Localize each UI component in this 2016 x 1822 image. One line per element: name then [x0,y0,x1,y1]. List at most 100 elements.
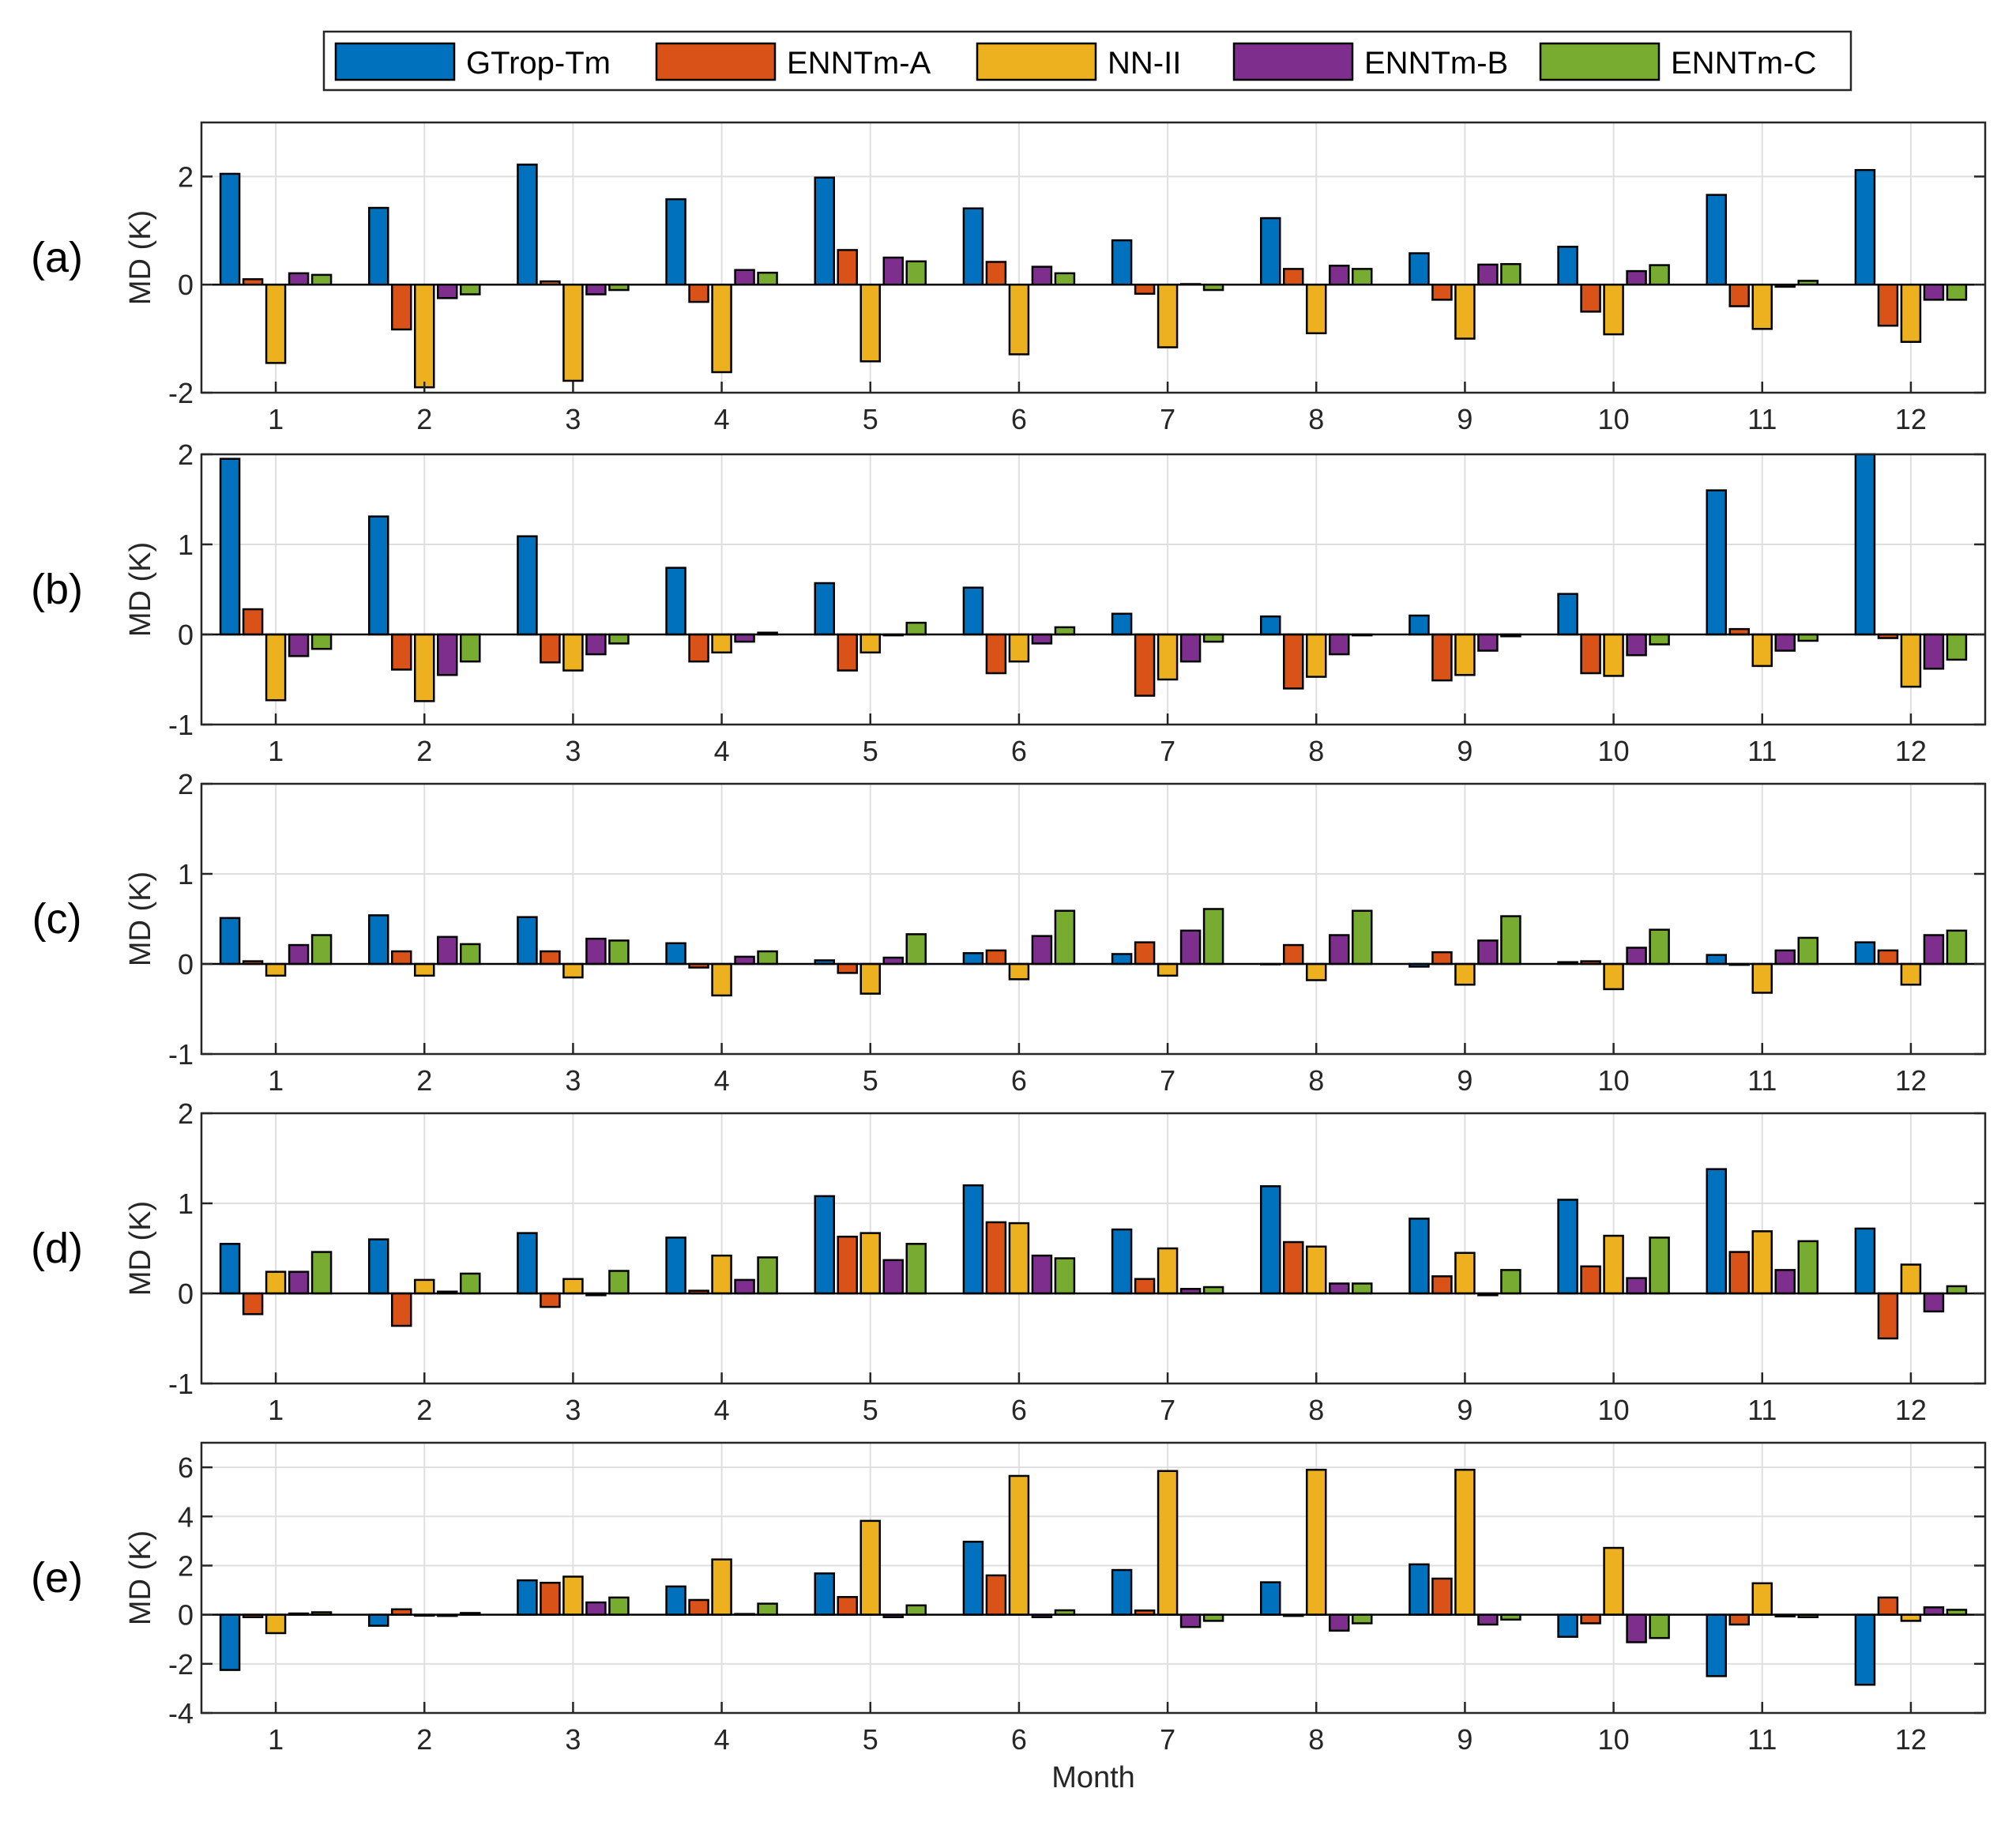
bar [1431,633,1453,682]
bar [1877,1596,1899,1616]
x-tick-label: 7 [1160,403,1175,435]
bar [1157,962,1179,977]
x-tick-label: 4 [714,735,730,767]
bar [1008,1474,1030,1616]
y-tick-label: 1 [178,1188,194,1220]
bar [757,950,778,966]
bar [310,934,333,966]
x-tick-label: 2 [416,1394,432,1426]
bar [905,1243,927,1295]
x-tick-label: 3 [565,1723,581,1756]
bar [1157,283,1179,348]
bar [1329,1282,1350,1295]
bar [562,962,584,979]
bar [1557,1199,1578,1295]
bar [219,917,241,966]
bar [562,633,584,672]
bar [1580,1613,1601,1624]
bar [1900,283,1922,343]
bar [882,1259,904,1295]
bar [1111,1568,1133,1616]
bar [460,1272,481,1295]
y-axis-label: MD (K) [124,210,157,305]
x-tick-label: 1 [268,1064,284,1097]
x-tick-label: 9 [1457,1394,1473,1426]
x-tick-label: 5 [863,1394,878,1426]
panel-label: (b) [31,566,83,613]
bar [1431,1577,1453,1616]
bar [1431,1275,1453,1295]
bar [414,1278,435,1295]
bar [368,1238,389,1295]
x-tick-label: 11 [1747,1394,1777,1426]
y-tick-label: 0 [178,1278,194,1310]
bar [1854,168,1876,286]
bar [1202,633,1224,643]
bar [1728,1251,1750,1295]
x-tick-label: 5 [863,735,878,767]
bar [1054,909,1076,966]
y-tick-label: 4 [178,1500,194,1533]
x-tick-label: 11 [1747,403,1777,435]
bar [1797,936,1819,966]
bar [1706,194,1727,286]
bar [882,256,904,286]
y-tick-label: 2 [178,768,194,800]
bar [1649,633,1670,646]
bar [711,962,732,997]
legend-label: ENNTm-A [787,46,931,81]
y-axis-label: MD (K) [124,871,157,966]
bar [1603,633,1624,677]
bar [814,176,835,286]
x-tick-label: 12 [1895,1394,1927,1426]
bar [265,1271,287,1295]
bar [1111,953,1133,966]
bar [1431,951,1453,966]
bar [1306,1245,1327,1295]
panel-label: (d) [31,1225,83,1272]
legend-swatch [334,42,456,81]
bar [1111,239,1133,286]
bar [1111,1228,1133,1295]
bar [757,1256,778,1295]
bar [1134,283,1156,296]
bar [1854,1613,1876,1686]
bar [859,962,881,995]
x-tick-label: 8 [1308,1723,1324,1756]
bar [837,633,858,672]
bar [962,952,984,966]
bar [437,283,458,299]
bar [391,950,412,966]
bar [1306,283,1327,335]
bar [985,1574,1007,1616]
bar [265,283,287,364]
x-tick-label: 6 [1011,403,1027,435]
bar [837,249,858,286]
y-tick-label: 2 [178,439,194,471]
bar [310,633,333,650]
bar [1202,908,1224,966]
bar [688,283,709,303]
bar [1728,283,1750,307]
bar [1774,1269,1796,1295]
bar [1946,633,1968,661]
bar [1649,928,1670,966]
bar [1329,265,1350,286]
bar [1283,943,1304,966]
x-tick-label: 5 [863,1064,878,1097]
bar [1751,962,1773,994]
bar [1877,1292,1899,1340]
x-tick-label: 8 [1308,735,1324,767]
bar [734,633,755,643]
x-tick-label: 3 [565,403,581,435]
x-tick-label: 1 [268,403,284,435]
bar [1477,1613,1499,1626]
bar [1111,612,1133,636]
bar [391,633,412,671]
bar [1031,1254,1053,1295]
bar [665,198,686,286]
bar [1751,283,1773,330]
x-tick-label: 5 [863,403,878,435]
bar [1557,1613,1578,1638]
bar [368,206,389,286]
